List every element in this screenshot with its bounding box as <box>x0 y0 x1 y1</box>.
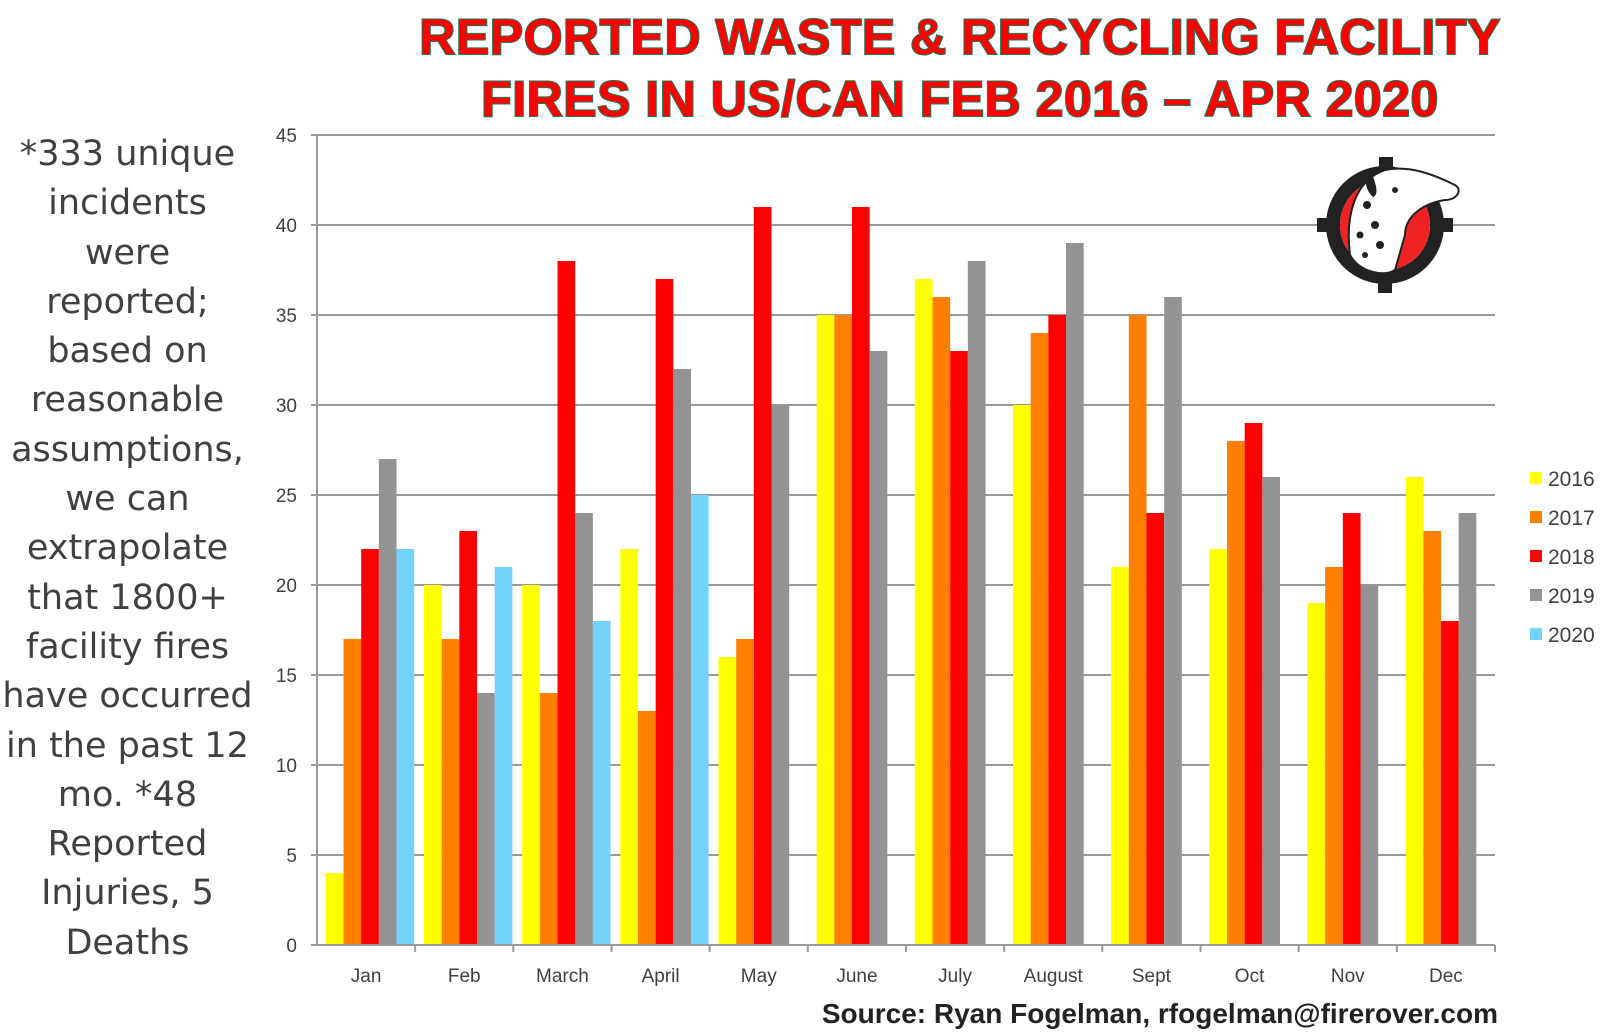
bar-2020-march <box>592 621 611 945</box>
bar-2016-august <box>1013 405 1031 945</box>
x-tick-label: July <box>938 966 972 987</box>
y-tick-label: 30 <box>276 396 297 417</box>
legend-label-2016: 2016 <box>1548 468 1595 491</box>
legend-label-2020: 2020 <box>1548 624 1595 647</box>
bar-2019-oct <box>1262 477 1281 945</box>
bar-2017-march <box>539 693 558 945</box>
bar-2016-march <box>522 585 540 945</box>
x-tick-label: Sept <box>1132 966 1172 987</box>
bar-2019-march <box>575 513 593 945</box>
bar-2019-july <box>967 261 986 945</box>
y-tick-label: 0 <box>286 936 297 957</box>
bar-2018-may <box>753 207 772 945</box>
bar-2019-feb <box>477 693 495 945</box>
bar-2017-nov <box>1325 567 1343 945</box>
x-tick-label: Feb <box>448 966 481 987</box>
x-tick-label: August <box>1024 966 1084 987</box>
legend-swatch-2020 <box>1530 628 1542 640</box>
bar-2016-feb <box>424 585 442 945</box>
bar-2018-april <box>655 279 674 945</box>
bar-2016-nov <box>1307 603 1326 945</box>
bar-2020-feb <box>494 567 513 945</box>
y-tick-label: 20 <box>276 576 297 597</box>
bar-2017-april <box>638 711 656 945</box>
bar-2018-oct <box>1244 423 1263 945</box>
bar-2019-april <box>673 369 692 945</box>
bar-2018-dec <box>1441 621 1459 945</box>
bar-2019-jan <box>378 459 397 945</box>
x-tick-label: June <box>836 966 877 987</box>
legend-swatch-2019 <box>1530 589 1542 601</box>
x-tick-label: Oct <box>1235 966 1265 987</box>
bar-2018-feb <box>459 531 478 945</box>
x-tick-label: Dec <box>1429 966 1463 987</box>
source-credit: Source: Ryan Fogelman, rfogelman@firerov… <box>821 998 1498 1029</box>
bar-2020-jan <box>396 549 415 945</box>
bar-2017-feb <box>441 639 460 945</box>
bar-2018-august <box>1048 315 1067 945</box>
legend-label-2017: 2017 <box>1548 507 1595 530</box>
y-tick-label: 40 <box>276 216 297 237</box>
bar-2019-dec <box>1458 513 1477 945</box>
y-tick-label: 45 <box>276 126 297 147</box>
y-tick-label: 35 <box>276 306 297 327</box>
x-tick-label: March <box>536 966 589 987</box>
chart-title-line-1: REPORTED WASTE & RECYCLING FACILITY <box>418 8 1501 66</box>
bar-2019-sept <box>1164 297 1182 945</box>
bar-2016-oct <box>1209 549 1228 945</box>
bar-2018-sept <box>1146 513 1165 945</box>
x-tick-label: Nov <box>1331 966 1365 987</box>
bar-2017-july <box>932 297 951 945</box>
bar-2017-dec <box>1423 531 1442 945</box>
bar-2016-april <box>620 549 639 945</box>
y-tick-label: 15 <box>276 666 297 687</box>
bar-2018-jan <box>361 549 379 945</box>
bar-2016-july <box>914 279 933 945</box>
legend-swatch-2017 <box>1530 511 1542 523</box>
bar-2019-june <box>869 351 888 945</box>
bar-2018-nov <box>1342 513 1361 945</box>
bar-2016-sept <box>1111 567 1129 945</box>
bar-2017-sept <box>1128 315 1147 945</box>
bar-2016-may <box>718 657 737 945</box>
bar-2016-june <box>816 315 835 945</box>
bar-2017-june <box>834 315 853 945</box>
dalmatian-crosshair-logo <box>1317 157 1460 293</box>
y-tick-label: 25 <box>276 486 297 507</box>
legend-label-2019: 2019 <box>1548 585 1595 608</box>
x-tick-label: Jan <box>351 966 382 987</box>
legend-label-2018: 2018 <box>1548 546 1595 569</box>
bar-2018-july <box>950 351 968 945</box>
x-tick-label: April <box>642 966 680 987</box>
x-tick-label: May <box>741 966 777 987</box>
bar-2016-jan <box>325 873 344 945</box>
bar-2017-oct <box>1227 441 1245 945</box>
y-tick-label: 10 <box>276 756 297 777</box>
chart-title-line-2: FIRES IN US/CAN FEB 2016 – APR 2020 <box>480 70 1439 128</box>
legend-swatch-2016 <box>1530 472 1542 484</box>
y-tick-label: 5 <box>286 846 297 867</box>
bar-2020-april <box>691 495 709 945</box>
legend-swatch-2018 <box>1530 550 1542 562</box>
bar-2018-march <box>557 261 576 945</box>
bar-2017-august <box>1030 333 1049 945</box>
side-note: *333 unique incidents were reported; bas… <box>2 134 253 963</box>
bar-2019-august <box>1066 243 1084 945</box>
bar-2017-may <box>736 639 754 945</box>
bar-2019-may <box>771 405 790 945</box>
bar-2018-june <box>852 207 870 945</box>
bar-2017-jan <box>343 639 362 945</box>
bar-2016-dec <box>1405 477 1424 945</box>
bar-2019-nov <box>1360 585 1379 945</box>
